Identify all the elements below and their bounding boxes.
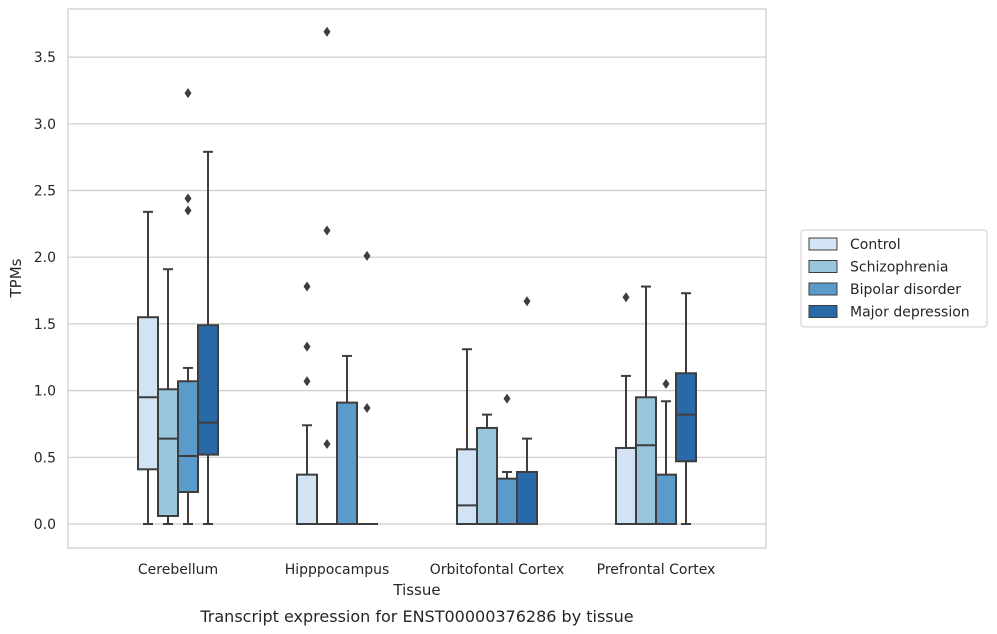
box-major-depression xyxy=(516,296,538,525)
box-bipolar-disorder xyxy=(336,354,358,525)
outlier-point xyxy=(303,341,311,352)
box-body xyxy=(157,388,179,517)
outlier-point xyxy=(184,88,192,99)
legend-entry: Bipolar disorder xyxy=(808,282,961,298)
box-body xyxy=(496,477,518,526)
box-bipolar-disorder xyxy=(496,393,518,526)
box-body xyxy=(655,473,677,525)
legend-swatch xyxy=(808,237,838,251)
outlier-point xyxy=(323,225,331,236)
box-body xyxy=(177,380,199,493)
plot-area-frame xyxy=(67,8,767,549)
box-bipolar-disorder xyxy=(655,378,677,525)
legend-swatch xyxy=(808,282,838,296)
outlier-point xyxy=(363,250,371,261)
x-tick-label: Cerebellum xyxy=(138,562,218,578)
outlier-point xyxy=(323,438,331,449)
y-axis-ticks: 0.0 0.5 1.0 1.5 2.0 2.5 3.0 3.5 xyxy=(34,50,56,533)
legend-swatch xyxy=(808,305,838,318)
box-major-depression xyxy=(356,250,378,526)
box-schizophrenia xyxy=(157,268,179,525)
y-tick-label: 1.5 xyxy=(34,317,56,333)
box-body xyxy=(615,446,637,526)
box-control xyxy=(296,281,318,525)
outlier-point xyxy=(303,281,311,292)
box-body xyxy=(137,316,159,471)
y-tick-label: 0.0 xyxy=(34,517,56,533)
outlier-point xyxy=(363,402,371,413)
y-tick-label: 2.5 xyxy=(34,184,56,200)
x-tick-label: Prefrontal Cortex xyxy=(597,562,716,578)
y-axis-label: TPMs xyxy=(7,258,25,298)
outlier-point xyxy=(184,205,192,216)
legend-label: Control xyxy=(850,237,901,253)
x-axis-label: Tissue xyxy=(392,581,440,599)
box-control xyxy=(137,210,159,525)
y-tick-label: 2.0 xyxy=(34,250,56,266)
x-tick-label: Hipppocampus xyxy=(285,562,390,578)
y-tick-label: 0.5 xyxy=(34,450,56,466)
outlier-point xyxy=(303,376,311,387)
legend: Control Schizophrenia Bipolar disorder Majo… xyxy=(800,229,988,328)
box-body xyxy=(675,372,697,463)
box-body xyxy=(635,396,657,525)
legend-entry: Major depression xyxy=(808,305,970,321)
y-tick-label: 1.0 xyxy=(34,384,56,400)
x-tick-label: Orbitofontal Cortex xyxy=(430,562,565,578)
box-body xyxy=(516,470,538,525)
outlier-point xyxy=(622,292,630,303)
outlier-point xyxy=(662,378,670,389)
outlier-point xyxy=(323,26,331,37)
x-axis-ticks: Cerebellum Hipppocampus Orbitofontal Corte… xyxy=(138,562,715,578)
box-body xyxy=(476,426,498,525)
legend-label: Major depression xyxy=(850,305,970,321)
box-body xyxy=(296,473,318,525)
legend-frame xyxy=(800,229,988,328)
legend-label: Bipolar disorder xyxy=(850,282,961,298)
y-tick-label: 3.0 xyxy=(34,117,56,133)
outlier-point xyxy=(184,193,192,204)
outlier-point xyxy=(523,296,531,307)
box-major-depression xyxy=(197,150,219,525)
outlier-point xyxy=(503,393,511,404)
legend-entry: Control xyxy=(808,237,901,253)
chart-caption: Transcript expression for ENST0000037628… xyxy=(199,607,633,626)
box-control xyxy=(456,348,478,525)
box-schizophrenia xyxy=(316,26,338,526)
box-control xyxy=(615,292,637,526)
legend-entry: Schizophrenia xyxy=(808,260,948,276)
box-schizophrenia xyxy=(476,413,498,525)
box-body xyxy=(336,401,358,525)
box-body xyxy=(197,324,219,456)
box-schizophrenia xyxy=(635,285,657,525)
box-bipolar-disorder xyxy=(177,88,199,525)
box-plot-series xyxy=(137,26,697,526)
box-major-depression xyxy=(675,292,697,525)
y-tick-label: 3.5 xyxy=(34,50,56,66)
legend-label: Schizophrenia xyxy=(850,260,948,276)
legend-swatch xyxy=(808,260,838,273)
box-body xyxy=(456,448,478,525)
